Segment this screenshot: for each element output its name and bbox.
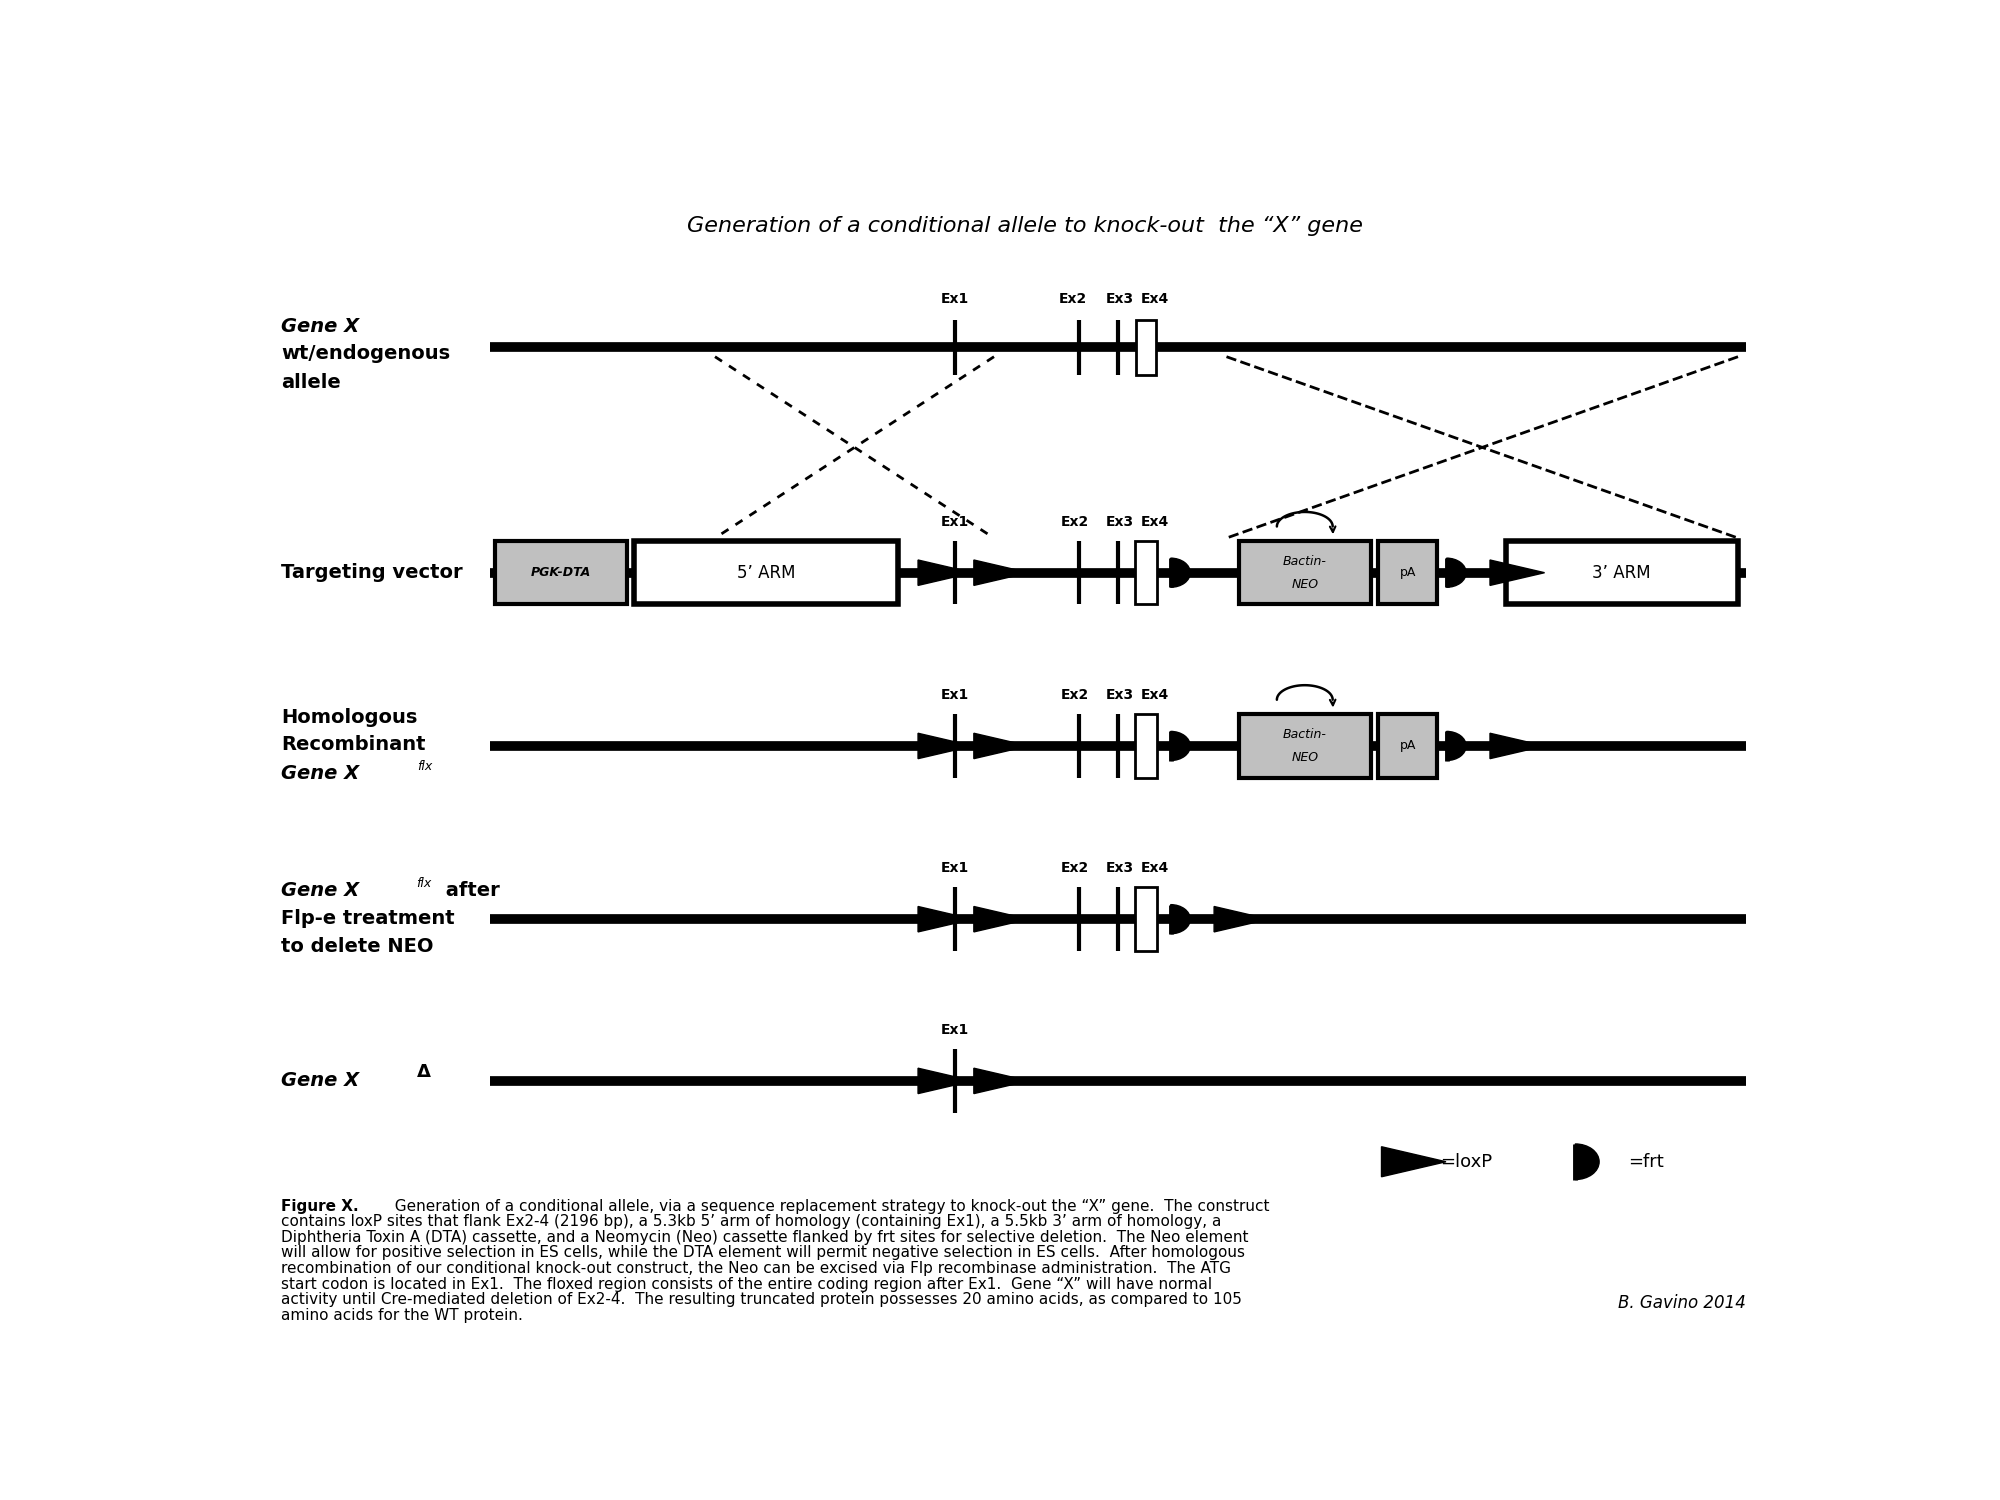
Text: will allow for positive selection in ES cells, while the DTA element will permit: will allow for positive selection in ES … xyxy=(280,1245,1244,1260)
Text: Targeting vector: Targeting vector xyxy=(280,562,462,582)
Text: after: after xyxy=(440,880,500,900)
Text: NEO: NEO xyxy=(1292,578,1318,591)
Text: Flp-e treatment: Flp-e treatment xyxy=(280,909,454,927)
Polygon shape xyxy=(974,1068,1028,1094)
Text: Gene X: Gene X xyxy=(280,764,360,783)
Text: NEO: NEO xyxy=(1292,752,1318,764)
Text: Ex2: Ex2 xyxy=(1060,861,1088,876)
Text: PGK-DTA: PGK-DTA xyxy=(530,566,590,579)
Text: Ex1: Ex1 xyxy=(942,861,970,876)
Text: Ex1: Ex1 xyxy=(942,688,970,702)
Text: Ex1: Ex1 xyxy=(942,292,970,306)
Wedge shape xyxy=(1170,904,1190,934)
Text: start codon is located in Ex1.  The floxed region consists of the entire coding : start codon is located in Ex1. The floxe… xyxy=(280,1276,1212,1292)
Text: Figure X.: Figure X. xyxy=(280,1198,358,1214)
Text: =frt: =frt xyxy=(1628,1152,1664,1170)
Wedge shape xyxy=(1446,732,1466,760)
Text: Bactin-: Bactin- xyxy=(1282,728,1326,741)
Bar xyxy=(1136,714,1156,777)
Polygon shape xyxy=(1490,734,1544,759)
Text: Bactin-: Bactin- xyxy=(1282,555,1326,567)
Polygon shape xyxy=(918,906,972,932)
Text: Ex4: Ex4 xyxy=(1142,861,1170,876)
Text: Recombinant: Recombinant xyxy=(280,735,426,754)
Text: Gene X: Gene X xyxy=(280,316,360,336)
Text: Ex2: Ex2 xyxy=(1058,292,1088,306)
Bar xyxy=(1136,320,1156,375)
Bar xyxy=(1378,714,1438,777)
Bar xyxy=(1238,714,1370,777)
Wedge shape xyxy=(1576,1144,1600,1179)
Polygon shape xyxy=(1382,1146,1446,1178)
Text: Ex3: Ex3 xyxy=(1106,292,1134,306)
Text: Homologous: Homologous xyxy=(280,708,418,726)
Text: Generation of a conditional allele to knock-out  the “X” gene: Generation of a conditional allele to kn… xyxy=(688,216,1364,236)
Text: Ex2: Ex2 xyxy=(1060,514,1088,529)
Text: Diphtheria Toxin A (DTA) cassette, and a Neomycin (Neo) cassette flanked by frt : Diphtheria Toxin A (DTA) cassette, and a… xyxy=(280,1230,1248,1245)
Bar xyxy=(1506,542,1738,604)
Bar xyxy=(1136,542,1156,604)
Text: pA: pA xyxy=(1400,566,1416,579)
Text: B. Gavino 2014: B. Gavino 2014 xyxy=(1618,1294,1746,1312)
Text: Gene X: Gene X xyxy=(280,880,360,900)
Bar xyxy=(1378,542,1438,604)
Text: contains loxP sites that flank Ex2-4 (2196 bp), a 5.3kb 5’ arm of homology (cont: contains loxP sites that flank Ex2-4 (21… xyxy=(280,1215,1222,1230)
Text: Ex4: Ex4 xyxy=(1142,688,1170,702)
Text: 5’ ARM: 5’ ARM xyxy=(736,564,796,582)
Text: Ex3: Ex3 xyxy=(1106,514,1134,529)
Bar xyxy=(634,542,898,604)
Text: allele: allele xyxy=(280,372,340,392)
Polygon shape xyxy=(918,734,972,759)
Text: Ex1: Ex1 xyxy=(942,1023,970,1036)
Text: 3’ ARM: 3’ ARM xyxy=(1592,564,1652,582)
Wedge shape xyxy=(1446,558,1466,588)
Polygon shape xyxy=(1490,560,1544,585)
Text: recombination of our conditional knock-out construct, the Neo can be excised via: recombination of our conditional knock-o… xyxy=(280,1262,1232,1276)
Text: Generation of a conditional allele, via a sequence replacement strategy to knock: Generation of a conditional allele, via … xyxy=(384,1198,1270,1214)
Text: pA: pA xyxy=(1400,740,1416,753)
Polygon shape xyxy=(974,906,1028,932)
Text: activity until Cre-mediated deletion of Ex2-4.  The resulting truncated protein : activity until Cre-mediated deletion of … xyxy=(280,1293,1242,1308)
Wedge shape xyxy=(1170,732,1190,760)
Text: amino acids for the WT protein.: amino acids for the WT protein. xyxy=(280,1308,522,1323)
Polygon shape xyxy=(918,1068,972,1094)
Text: Δ: Δ xyxy=(418,1062,432,1080)
Bar xyxy=(1238,542,1370,604)
Text: flx: flx xyxy=(418,760,432,772)
Polygon shape xyxy=(974,560,1028,585)
Text: Ex4: Ex4 xyxy=(1142,292,1170,306)
Bar xyxy=(1136,888,1156,951)
Text: Ex3: Ex3 xyxy=(1106,688,1134,702)
Text: Ex4: Ex4 xyxy=(1142,514,1170,529)
Text: wt/endogenous: wt/endogenous xyxy=(280,344,450,363)
Text: flx: flx xyxy=(416,878,432,890)
Wedge shape xyxy=(1170,558,1190,588)
Bar xyxy=(494,542,626,604)
Text: to delete NEO: to delete NEO xyxy=(280,938,434,957)
Polygon shape xyxy=(974,734,1028,759)
Polygon shape xyxy=(918,560,972,585)
Text: Gene X: Gene X xyxy=(280,1071,360,1090)
Polygon shape xyxy=(1214,906,1268,932)
Text: =loxP: =loxP xyxy=(1440,1152,1492,1170)
Text: Ex2: Ex2 xyxy=(1060,688,1088,702)
Text: Ex3: Ex3 xyxy=(1106,861,1134,876)
Text: Ex1: Ex1 xyxy=(942,514,970,529)
